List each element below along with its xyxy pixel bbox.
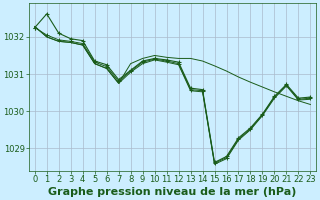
X-axis label: Graphe pression niveau de la mer (hPa): Graphe pression niveau de la mer (hPa) [48,187,297,197]
